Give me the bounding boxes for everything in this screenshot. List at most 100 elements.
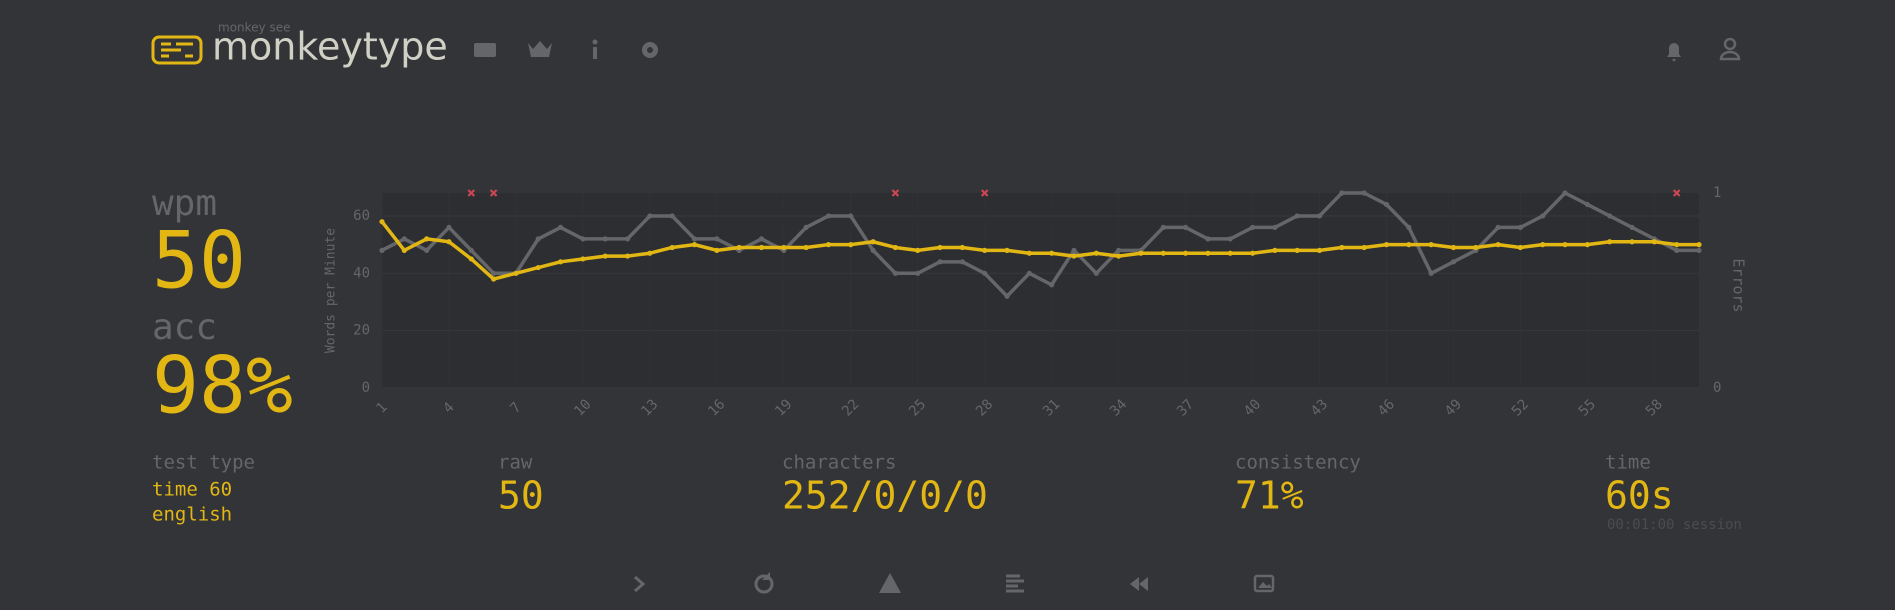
series-point: [1160, 250, 1166, 256]
series-point: [758, 236, 765, 242]
series-point: [691, 236, 698, 242]
series-point: [401, 247, 407, 253]
series-point: [1428, 242, 1434, 248]
stat-value: english: [152, 504, 232, 526]
series-point: [1584, 242, 1590, 248]
series-point: [1294, 247, 1300, 253]
series-point: [1116, 253, 1122, 259]
series-point: [825, 242, 832, 248]
restart-button[interactable]: [754, 572, 774, 594]
series-point: [1607, 239, 1613, 245]
series-point: [1651, 239, 1657, 245]
series-point: [1205, 236, 1211, 242]
account-icon[interactable]: [1719, 37, 1741, 61]
series-point: [1406, 224, 1412, 231]
series-point: [714, 236, 720, 242]
series-line: [380, 220, 1699, 281]
series-point: [915, 247, 921, 253]
series-point: [513, 270, 519, 276]
series-point: [1071, 253, 1077, 259]
series-point: [1450, 244, 1457, 251]
result-main: wpm 50 acc 98%: [152, 183, 293, 431]
acc-label: acc: [152, 307, 217, 348]
series-point: [736, 244, 742, 251]
series-point: [669, 244, 675, 251]
x-tick-label: 4: [440, 399, 457, 416]
info-icon[interactable]: [592, 39, 598, 60]
x-tick-label: 46: [1375, 396, 1398, 419]
series-point: [624, 253, 631, 259]
series-point: [1495, 242, 1501, 248]
series-point: [557, 224, 564, 231]
series-point: [870, 247, 876, 253]
series-point: [1116, 247, 1122, 253]
series-point: [937, 259, 943, 265]
series-point: [647, 213, 653, 219]
series-point: [1138, 250, 1144, 256]
series-point: [468, 247, 474, 253]
series-point: [1361, 244, 1367, 251]
nav: [474, 37, 1741, 62]
stat-value: 71%: [1235, 474, 1304, 518]
keyboard-icon[interactable]: [474, 43, 496, 57]
series-point: [446, 239, 452, 245]
series-point: [892, 270, 899, 276]
series-point: [1227, 236, 1233, 242]
series-point: [1049, 250, 1055, 256]
replay-button[interactable]: [1130, 577, 1148, 591]
series-point: [1629, 224, 1635, 231]
notifications-icon[interactable]: [1667, 43, 1681, 62]
x-tick-label: 49: [1442, 396, 1465, 419]
series-point: [803, 224, 809, 231]
series-point: [1562, 242, 1568, 248]
series-point: [959, 244, 965, 251]
series-point: [1517, 224, 1524, 231]
series-point: [535, 236, 541, 242]
series-point: [1607, 213, 1613, 219]
series-point: [691, 242, 698, 248]
series-point: [379, 219, 385, 225]
series-point: [557, 259, 564, 265]
series-point: [959, 259, 965, 265]
series-point: [1249, 224, 1256, 231]
x-tick-label: 19: [772, 396, 795, 419]
series-point: [1674, 242, 1680, 248]
series-point: [1450, 259, 1457, 265]
series-point: [781, 244, 787, 251]
series-point: [1696, 242, 1702, 248]
series-point: [1272, 224, 1278, 231]
words-history-button[interactable]: [1006, 574, 1024, 593]
logo-text: monkeytype: [212, 25, 448, 69]
error-mark: [1672, 189, 1681, 197]
wpm-label: wpm: [152, 183, 217, 224]
series-point: [669, 213, 675, 219]
crown-icon[interactable]: [528, 41, 552, 57]
series-point: [848, 213, 854, 219]
settings-icon[interactable]: [642, 42, 658, 58]
stat-value: 60s: [1605, 474, 1674, 518]
series-point: [1182, 250, 1189, 256]
series-point: [580, 236, 586, 242]
series-point: [1093, 270, 1099, 276]
logo-icon: [151, 35, 203, 65]
series-point: [1674, 247, 1680, 253]
series-point: [1294, 213, 1300, 219]
y2-tick-label: 1: [1713, 185, 1721, 201]
y2-tick-label: 0: [1713, 380, 1721, 396]
logo[interactable]: monkey see monkeytype: [151, 21, 448, 69]
x-tick-label: 25: [906, 396, 929, 419]
y-tick-label: 40: [353, 265, 370, 281]
logo-icon-keys: [161, 42, 193, 58]
series-point: [1093, 250, 1099, 256]
x-tick-label: 40: [1241, 396, 1264, 419]
series-point: [803, 244, 809, 251]
report-button[interactable]: [879, 573, 901, 593]
series-point: [1004, 247, 1010, 253]
next-test-button[interactable]: [634, 575, 646, 593]
screenshot-button[interactable]: [1253, 574, 1275, 593]
series-point: [1316, 247, 1323, 253]
series-point: [379, 247, 385, 253]
x-tick-label: 37: [1174, 396, 1197, 419]
x-tick-label: 43: [1308, 396, 1331, 419]
